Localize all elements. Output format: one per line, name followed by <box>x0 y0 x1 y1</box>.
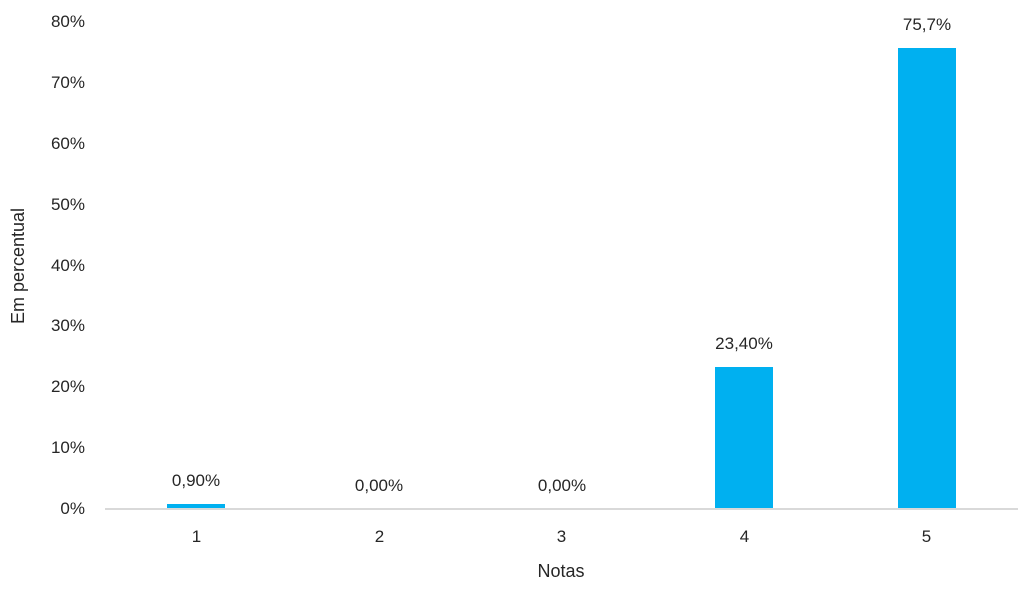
bar-value-label: 75,7% <box>902 15 952 34</box>
bar-value-label: 23,40% <box>715 334 773 353</box>
bar-value-label: 0,00% <box>354 476 404 495</box>
y-tick-label: 10% <box>50 438 85 458</box>
y-tick-label: 30% <box>50 316 85 336</box>
bar-value-label: 0,90% <box>171 471 221 490</box>
x-tick-label: 3 <box>556 527 567 546</box>
x-tick-label: 2 <box>374 527 385 546</box>
x-tick-label: 4 <box>739 527 750 546</box>
x-tick-label: 1 <box>191 527 202 546</box>
bar-nota-5 <box>898 48 956 509</box>
y-tick-label: 80% <box>50 12 85 31</box>
x-tick-label: 5 <box>921 527 932 546</box>
y-tick-label: 20% <box>50 377 85 397</box>
y-tick-label: 0% <box>60 499 85 518</box>
y-tick-label: 70% <box>50 72 85 92</box>
bar-value-label: 0,00% <box>537 476 587 495</box>
y-tick-label: 50% <box>50 194 85 214</box>
y-tick-label: 60% <box>50 133 85 153</box>
x-axis-title: Notas <box>537 561 585 581</box>
x-axis-line <box>105 508 1018 510</box>
bar-nota-4 <box>715 367 773 509</box>
bar-nota-1 <box>167 504 225 509</box>
y-tick-label: 40% <box>50 255 85 275</box>
